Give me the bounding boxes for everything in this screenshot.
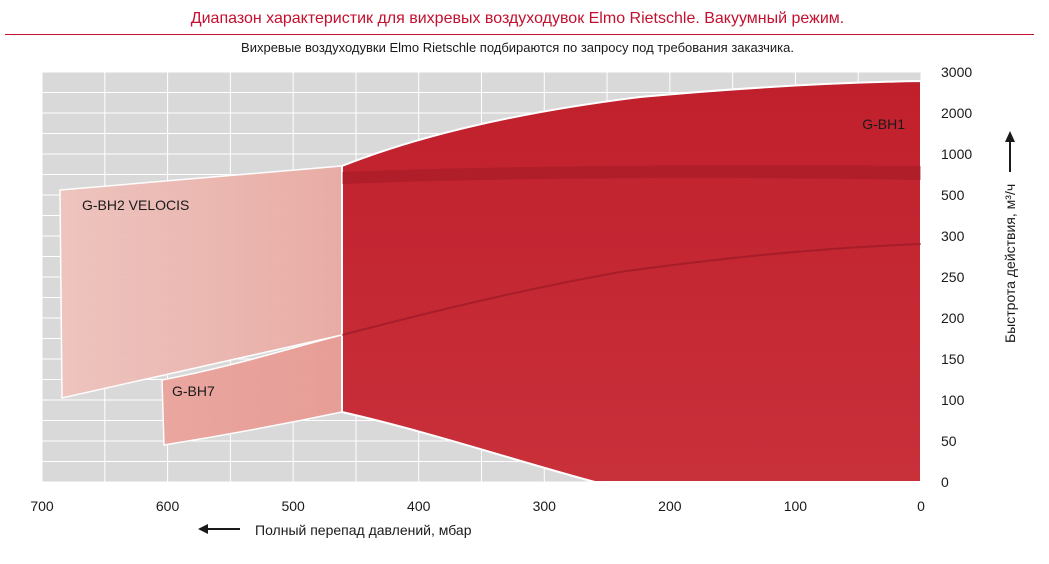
x-axis-arrow: [198, 524, 240, 534]
chart-title: Диапазон характеристик для вихревых возд…: [190, 10, 845, 27]
y-tick-label: 300: [941, 228, 965, 244]
y-tick-label: 50: [941, 433, 957, 449]
series-g-bh1-area: [341, 79, 922, 483]
x-tick-label: 600: [156, 498, 180, 514]
series-g-bh7-overlap-line: [341, 243, 922, 336]
title-divider: [5, 34, 1034, 35]
series-label-g-bh1: G-BH1: [862, 116, 905, 132]
y-tick-label: 0: [941, 474, 949, 490]
x-tick-label: 200: [658, 498, 682, 514]
y-axis-label: Быстрота действия, м³/ч: [1002, 184, 1018, 343]
y-tick-label: 500: [941, 187, 965, 203]
y-tick-label: 1000: [941, 146, 972, 162]
x-tick-label: 0: [917, 498, 925, 514]
x-tick-label: 700: [30, 498, 54, 514]
y-tick-label: 3000: [941, 64, 972, 80]
series-label-g-bh2: G-BH2 VELOCIS: [82, 197, 189, 213]
series-label-g-bh7: G-BH7: [172, 383, 215, 399]
x-tick-label: 300: [533, 498, 557, 514]
y-tick-label: 200: [941, 310, 965, 326]
y-tick-label: 150: [941, 351, 965, 367]
x-axis-label: Полный перепад давлений, мбар: [255, 522, 472, 538]
x-tick-label: 400: [407, 498, 431, 514]
chart-subtitle: Вихревые воздуходувки Elmo Rietschle под…: [241, 40, 794, 55]
x-tick-label: 500: [281, 498, 305, 514]
x-axis-ticks: 700 600 500 400 300 200 100 0: [30, 498, 925, 514]
x-tick-label: 100: [784, 498, 808, 514]
y-axis-arrow: [1005, 131, 1015, 172]
y-tick-label: 100: [941, 392, 965, 408]
y-tick-label: 2000: [941, 105, 972, 121]
y-axis-ticks: 0 50 100 150 200 250 300 500 1000 2000 3000: [941, 64, 972, 490]
y-tick-label: 250: [941, 269, 965, 285]
series-g-bh1-sheen: [342, 165, 921, 184]
